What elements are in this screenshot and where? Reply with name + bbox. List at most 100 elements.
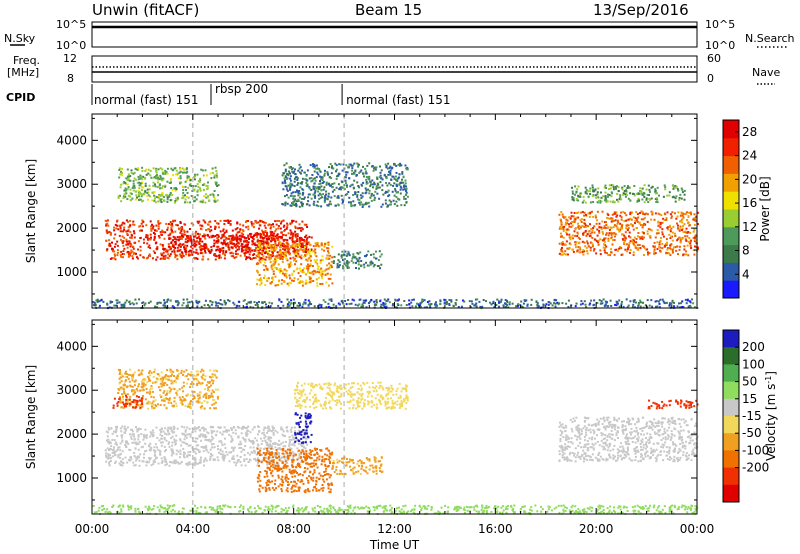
data-pixel [679, 193, 682, 196]
data-pixel [687, 305, 690, 308]
data-pixel [305, 437, 308, 440]
data-pixel [161, 177, 164, 180]
data-pixel [293, 252, 296, 255]
data-pixel [123, 304, 126, 307]
data-pixel [337, 203, 340, 206]
data-pixel [286, 172, 289, 175]
data-pixel [364, 299, 367, 302]
data-pixel [280, 231, 283, 234]
data-pixel [571, 198, 574, 201]
data-pixel [283, 164, 286, 167]
data-pixel [319, 261, 322, 264]
data-pixel [294, 263, 296, 266]
data-pixel [153, 454, 156, 456]
data-pixel [159, 167, 162, 170]
data-pixel [244, 306, 247, 309]
data-pixel [169, 232, 172, 235]
data-pixel [242, 299, 245, 302]
data-pixel [330, 264, 333, 267]
data-pixel [681, 214, 684, 217]
data-pixel [159, 174, 162, 177]
data-pixel [232, 455, 235, 458]
data-pixel [121, 172, 124, 175]
data-pixel [300, 172, 302, 175]
data-pixel [184, 198, 187, 201]
data-pixel [167, 443, 170, 445]
data-pixel [246, 451, 249, 454]
data-pixel [137, 448, 140, 451]
data-pixel [328, 166, 330, 169]
data-pixel [395, 196, 398, 199]
data-pixel [170, 187, 173, 190]
data-pixel [256, 278, 259, 281]
data-pixel [586, 192, 589, 195]
data-pixel [335, 164, 338, 167]
cpid-mode-label: normal (fast) 151 [94, 93, 198, 107]
data-pixel [679, 241, 682, 244]
data-pixel [314, 186, 317, 189]
data-pixel [648, 304, 651, 307]
data-pixel [650, 197, 653, 200]
data-pixel [223, 301, 226, 304]
data-pixel [170, 178, 172, 180]
data-pixel [365, 261, 367, 264]
data-pixel [589, 211, 592, 214]
data-pixel [265, 306, 268, 309]
data-pixel [624, 195, 627, 198]
data-pixel [322, 193, 325, 196]
data-pixel [125, 299, 128, 302]
data-pixel [154, 195, 157, 198]
data-pixel [185, 195, 188, 198]
data-pixel [398, 176, 400, 179]
data-pixel [186, 301, 189, 304]
data-pixel [267, 277, 270, 280]
data-pixel [295, 268, 298, 271]
data-pixel [301, 271, 304, 274]
data-pixel [672, 187, 675, 190]
data-pixel [293, 248, 296, 251]
data-pixel [289, 184, 292, 187]
data-pixel [184, 185, 187, 188]
data-pixel [394, 188, 397, 191]
data-pixel [591, 243, 594, 246]
data-pixel [318, 169, 321, 172]
data-pixel [161, 179, 164, 182]
data-pixel [271, 244, 274, 247]
data-pixel [289, 222, 292, 225]
data-pixel [183, 246, 185, 249]
data-pixel [303, 171, 306, 174]
data-pixel [249, 258, 252, 260]
data-pixel [560, 249, 563, 252]
data-pixel [573, 220, 576, 223]
data-pixel [679, 302, 682, 305]
data-pixel [254, 257, 257, 259]
data-pixel [592, 201, 595, 203]
data-pixel [606, 301, 608, 304]
data-pixel [620, 211, 623, 214]
data-pixel [586, 233, 589, 236]
data-pixel [247, 236, 250, 239]
data-pixel [269, 306, 271, 309]
data-pixel [340, 188, 343, 191]
data-pixel [379, 171, 382, 174]
data-pixel [690, 213, 693, 216]
data-pixel [190, 238, 192, 241]
data-pixel [169, 299, 172, 302]
data-pixel [454, 303, 457, 306]
data-pixel [648, 190, 651, 193]
data-pixel [295, 245, 297, 248]
data-pixel [372, 169, 375, 172]
data-pixel [395, 164, 398, 167]
data-pixel [114, 243, 117, 246]
data-pixel [257, 245, 260, 248]
data-pixel [686, 219, 689, 221]
data-pixel [375, 185, 378, 188]
data-pixel [654, 212, 657, 215]
data-pixel [595, 216, 597, 219]
data-pixel [168, 248, 171, 251]
data-pixel [586, 240, 589, 243]
data-pixel [111, 301, 114, 303]
data-pixel [592, 190, 595, 193]
data-pixel [329, 200, 332, 203]
data-pixel [678, 248, 681, 251]
